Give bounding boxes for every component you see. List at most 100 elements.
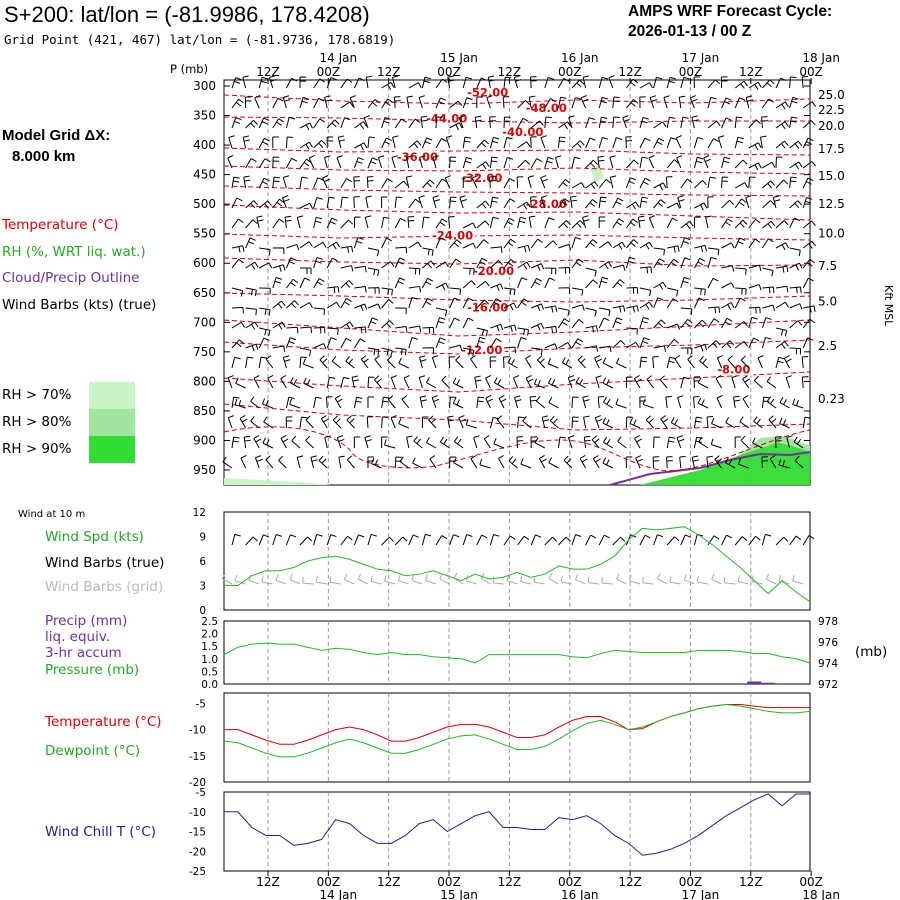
wind-barb (381, 216, 390, 229)
wind-barb (285, 136, 294, 149)
wind-barb (227, 375, 234, 389)
wind-barb (541, 415, 550, 429)
wind-barb (598, 196, 607, 209)
wind-barb (557, 96, 567, 109)
isotherm-label-bg (464, 301, 511, 314)
wind-barb (558, 267, 571, 274)
wind-barb (431, 395, 440, 409)
wind-barb (285, 257, 297, 269)
surface-wind-barb-true (245, 536, 258, 546)
wind-barb (476, 336, 486, 349)
wind-barb (393, 96, 401, 109)
wind-barb (299, 122, 313, 131)
wind-barb (748, 316, 758, 329)
wind-barb (639, 317, 650, 329)
wind-barb (731, 375, 738, 389)
wind-barb (575, 376, 586, 389)
wind-barb (507, 357, 518, 369)
wind-barb (489, 216, 499, 229)
wind-barb (305, 415, 314, 429)
wind-barb (353, 396, 363, 409)
height-tick-label: 22.5 (818, 103, 845, 117)
wind-barb (313, 216, 323, 229)
wind-barb (394, 257, 406, 269)
wind-barb (503, 258, 516, 269)
wind-barb (326, 257, 338, 269)
wind-barb (534, 437, 546, 449)
wind-barb (689, 95, 698, 109)
wind-barb (775, 327, 788, 337)
wind-barb (679, 455, 686, 469)
isotherm-label: -52.00 (467, 85, 508, 99)
legend-wind-chill: Wind Chill T (°C) (45, 824, 156, 840)
wind-barb (748, 337, 760, 349)
wind-barb (381, 98, 394, 109)
wind-barb (381, 436, 388, 449)
wind-speed-tick-label: 0 (199, 605, 206, 617)
wind-barb (561, 357, 573, 369)
pressure-right-tick-label: 978 (818, 616, 838, 628)
surface-wind-barb-true (653, 534, 664, 546)
wind-barb (698, 436, 709, 449)
surface-wind-barb-grid (248, 574, 260, 585)
wind-barb (735, 267, 747, 275)
wind-barb (802, 177, 814, 189)
temp-tick-label: -5 (196, 698, 206, 710)
wind-barb (761, 456, 769, 469)
surface-wind-barb-true (340, 535, 353, 546)
wind-barb (399, 456, 410, 469)
wind-barb (222, 456, 233, 469)
wind-barb (666, 202, 681, 209)
wind-barb (598, 116, 608, 129)
top-hour-label: 12Z (618, 65, 642, 79)
wind-barb (769, 455, 777, 469)
surface-wind-barb-grid (587, 576, 600, 585)
wind-barb (707, 277, 719, 289)
wind-barb (528, 95, 536, 109)
top-hour-label: 00Z (799, 65, 823, 79)
wind-barb (639, 287, 652, 297)
wind-barb (582, 395, 590, 409)
wind-chill-tick-label: -5 (196, 787, 206, 799)
wind-barb (516, 176, 524, 189)
wind-barb (340, 117, 351, 129)
wind-barb (435, 116, 443, 129)
wind-barb (585, 137, 596, 149)
wind-barb (476, 161, 490, 170)
wind-barb (326, 376, 336, 389)
wind-barb (653, 121, 667, 129)
wind-barb (245, 321, 259, 330)
wind-barb (408, 118, 421, 129)
wind-barb (340, 298, 352, 309)
legend-dewpoint: Dewpoint (°C) (45, 743, 141, 759)
surface-barb-field (221, 533, 815, 585)
wind-barb (653, 297, 664, 309)
wind-barb (462, 97, 473, 109)
wind-barb (496, 415, 505, 429)
wind-barb (691, 115, 699, 129)
wind-barb (336, 155, 343, 169)
wind-barb (449, 287, 462, 295)
wind-speed-tick-label: 12 (193, 507, 206, 519)
pressure-tick-label: 600 (193, 256, 216, 270)
wind-barb (231, 356, 241, 369)
wind-barb (407, 216, 415, 229)
bottom-hour-label: 00Z (799, 875, 823, 889)
wind-barb (245, 237, 256, 249)
wind-barb (250, 416, 260, 429)
wind-barb (547, 358, 559, 369)
legend-pressure: Pressure (mb) (45, 662, 140, 678)
rh-shade-70-upper (590, 165, 604, 182)
wind-barb (667, 323, 681, 330)
wind-barb (503, 356, 510, 369)
wind-barb (231, 77, 242, 89)
wind-barb (422, 260, 436, 269)
wind-barb (530, 136, 537, 149)
wind-barb (448, 215, 455, 229)
surface-wind-barb-grid (520, 575, 532, 585)
wind-barb (272, 264, 286, 272)
wind-barb (447, 75, 455, 89)
surface-wind-barb-true (381, 536, 394, 546)
wind-barb (462, 297, 474, 309)
wind-barb (444, 175, 451, 189)
